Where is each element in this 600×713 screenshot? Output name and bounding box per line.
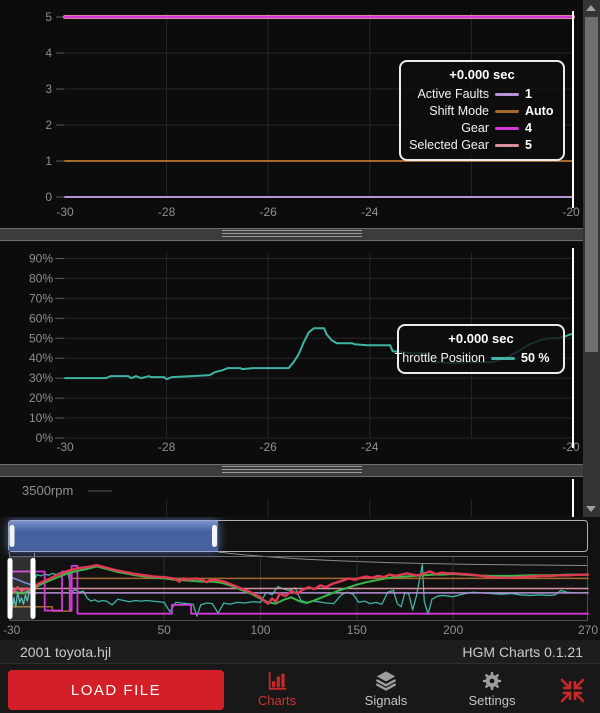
svg-text:80%: 80% <box>29 271 53 285</box>
svg-text:200: 200 <box>443 623 463 637</box>
svg-text:70%: 70% <box>29 291 53 305</box>
legend-row-selected-gear: Selected Gear 5 <box>409 138 532 152</box>
svg-text:20%: 20% <box>29 391 53 405</box>
legend-row-shift-mode: Shift Mode Auto <box>429 104 554 118</box>
legend-row-gear: Gear 4 <box>461 121 532 135</box>
view-handle-right[interactable] <box>30 558 36 619</box>
tab-settings[interactable]: Settings <box>457 667 527 711</box>
svg-text:30%: 30% <box>29 371 53 385</box>
svg-text:-28: -28 <box>158 440 176 454</box>
legend-row-active-faults: Active Faults 1 <box>417 87 532 101</box>
svg-text:-24: -24 <box>361 440 379 454</box>
svg-text:1: 1 <box>45 154 52 168</box>
tab-label: Charts <box>257 693 297 708</box>
tab-label: Settings <box>468 693 516 708</box>
svg-text:100: 100 <box>250 623 270 637</box>
svg-text:-28: -28 <box>158 205 176 219</box>
svg-text:-20: -20 <box>562 205 580 219</box>
navigator-panel: -30 50 100 150 200 270 <box>0 517 600 640</box>
svg-text:0%: 0% <box>36 431 54 445</box>
cursor-time-label: +0.000 sec <box>449 67 515 82</box>
scroll-up-arrow-icon[interactable] <box>586 5 596 11</box>
svg-text:-30: -30 <box>56 205 74 219</box>
shift-mode-swatch <box>495 109 519 113</box>
svg-text:4: 4 <box>45 46 52 60</box>
splitter-grip <box>221 466 362 474</box>
rpm-chart-canvas[interactable]: 3500rpm <box>0 477 583 517</box>
svg-text:-20: -20 <box>562 440 580 454</box>
zoom-selection[interactable] <box>9 521 218 551</box>
layers-icon <box>376 671 396 691</box>
svg-text:-26: -26 <box>260 205 278 219</box>
bar-chart-icon <box>268 671 287 690</box>
svg-text:-24: -24 <box>361 205 379 219</box>
zoom-handle-right[interactable] <box>212 525 217 547</box>
tab-signals[interactable]: Signals <box>351 667 421 711</box>
svg-text:-26: -26 <box>260 440 278 454</box>
svg-text:10%: 10% <box>29 411 53 425</box>
chart-splitter-2[interactable] <box>0 464 583 477</box>
svg-text:270: 270 <box>578 623 598 637</box>
gear-icon <box>482 671 502 691</box>
svg-text:0: 0 <box>45 190 52 204</box>
app-version-label: HGM Charts 0.1.21 <box>462 643 583 660</box>
vertical-scrollbar[interactable] <box>583 0 600 517</box>
svg-text:2: 2 <box>45 118 52 132</box>
view-window[interactable] <box>10 557 35 620</box>
load-file-button[interactable]: LOAD FILE <box>8 670 224 710</box>
gear-chart-legend: +0.000 sec Active Faults 1 Shift Mode Au… <box>399 60 565 161</box>
svg-text:3: 3 <box>45 82 52 96</box>
view-handle-left[interactable] <box>7 558 13 619</box>
throttle-swatch <box>491 356 515 360</box>
svg-text:5: 5 <box>45 10 52 24</box>
svg-text:50%: 50% <box>29 331 53 345</box>
selected-gear-swatch <box>495 143 519 147</box>
rpm-chart-panel: 3500rpm <box>0 477 583 517</box>
navigator-canvas[interactable]: -30 50 100 150 200 270 <box>0 517 600 640</box>
tab-label: Signals <box>364 693 408 708</box>
svg-text:150: 150 <box>347 623 367 637</box>
status-bar: 2001 toyota.hjl HGM Charts 0.1.21 <box>0 640 600 663</box>
loaded-file-name: 2001 toyota.hjl <box>20 643 112 660</box>
collapse-button[interactable] <box>557 675 587 705</box>
legend-row-throttle: Throttle Position 50 % <box>394 351 550 365</box>
gear-fault-chart-canvas[interactable]: 0 1 2 3 4 5 -30 -28 -26 -24 -20 <box>0 0 583 228</box>
throttle-chart-canvas[interactable]: 0% 10% 20% 30% 40% 50% 60% 70% 80% 90% -30 -28 -26 -2… <box>0 242 583 464</box>
gear-swatch <box>495 126 519 130</box>
svg-text:50: 50 <box>157 623 171 637</box>
svg-text:60%: 60% <box>29 311 53 325</box>
scrollbar-thumb[interactable] <box>585 17 598 352</box>
bottom-toolbar: LOAD FILE Charts Signals <box>0 663 600 713</box>
svg-text:90%: 90% <box>29 251 53 265</box>
splitter-grip <box>221 230 362 238</box>
svg-text:-30: -30 <box>56 440 74 454</box>
zoom-handle-left[interactable] <box>9 525 15 547</box>
collapse-arrows-icon <box>559 677 585 703</box>
svg-text:-30: -30 <box>3 623 21 637</box>
scroll-down-arrow-icon[interactable] <box>586 506 596 512</box>
cursor-time-label: +0.000 sec <box>448 331 514 346</box>
chart-splitter-1[interactable] <box>0 228 583 241</box>
svg-text:3500rpm: 3500rpm <box>22 483 73 498</box>
svg-text:40%: 40% <box>29 351 53 365</box>
throttle-chart-legend: +0.000 sec Throttle Position 50 % <box>394 324 565 374</box>
tab-charts[interactable]: Charts <box>242 667 312 711</box>
active-faults-swatch <box>495 92 519 96</box>
